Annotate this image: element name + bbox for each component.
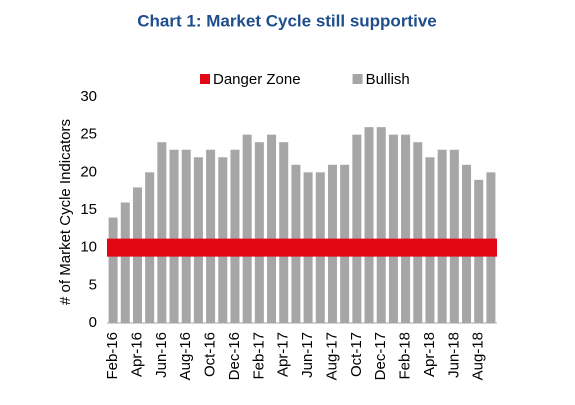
bar — [401, 134, 411, 323]
x-tick-label: Jun-18 — [445, 332, 462, 378]
x-tick-label: Oct-16 — [202, 332, 219, 377]
x-tick-label: Aug-18 — [470, 332, 487, 380]
bar — [279, 142, 289, 323]
x-tick-label: Feb-18 — [397, 332, 414, 380]
y-tick-label: 25 — [80, 126, 97, 143]
x-tick-label: Dec-17 — [372, 332, 389, 380]
y-tick-label: 15 — [80, 201, 97, 218]
bar — [254, 142, 264, 323]
x-tick-label: Aug-16 — [177, 332, 194, 380]
y-tick-label: 5 — [89, 276, 97, 293]
chart-title: Chart 1: Market Cycle still supportive — [137, 11, 436, 30]
bar — [388, 134, 398, 323]
y-tick-label: 10 — [80, 239, 97, 256]
y-axis-title: # of Market Cycle Indicators — [57, 119, 74, 305]
bar — [206, 149, 216, 323]
legend-label: Bullish — [366, 71, 410, 88]
bar — [230, 149, 240, 323]
y-tick-label: 0 — [89, 314, 97, 331]
x-tick-label: Feb-16 — [104, 332, 121, 380]
bar — [267, 134, 277, 323]
bar — [157, 142, 167, 323]
bar — [376, 127, 386, 323]
bar — [120, 202, 130, 323]
bar — [169, 149, 179, 323]
bar — [364, 127, 374, 323]
bar — [181, 149, 191, 323]
x-tick-label: Apr-18 — [421, 332, 438, 377]
x-tick-label: Jun-16 — [153, 332, 170, 378]
bar — [352, 134, 362, 323]
y-tick-label: 20 — [80, 163, 97, 180]
x-tick-label: Feb-17 — [250, 332, 267, 380]
bar — [449, 149, 459, 323]
x-tick-label: Apr-16 — [128, 332, 145, 377]
legend-label: Danger Zone — [213, 71, 301, 88]
x-tick-label: Dec-16 — [226, 332, 243, 380]
x-tick-label: Oct-17 — [348, 332, 365, 377]
y-tick-label: 30 — [80, 88, 97, 105]
x-tick-label: Apr-17 — [275, 332, 292, 377]
bar — [108, 217, 118, 323]
bar — [437, 149, 447, 323]
x-tick-label: Jun-17 — [299, 332, 316, 378]
bar — [242, 134, 252, 323]
legend-swatch — [352, 74, 363, 84]
bar — [413, 142, 423, 323]
legend-swatch — [200, 74, 210, 84]
x-tick-label: Aug-17 — [323, 332, 340, 380]
